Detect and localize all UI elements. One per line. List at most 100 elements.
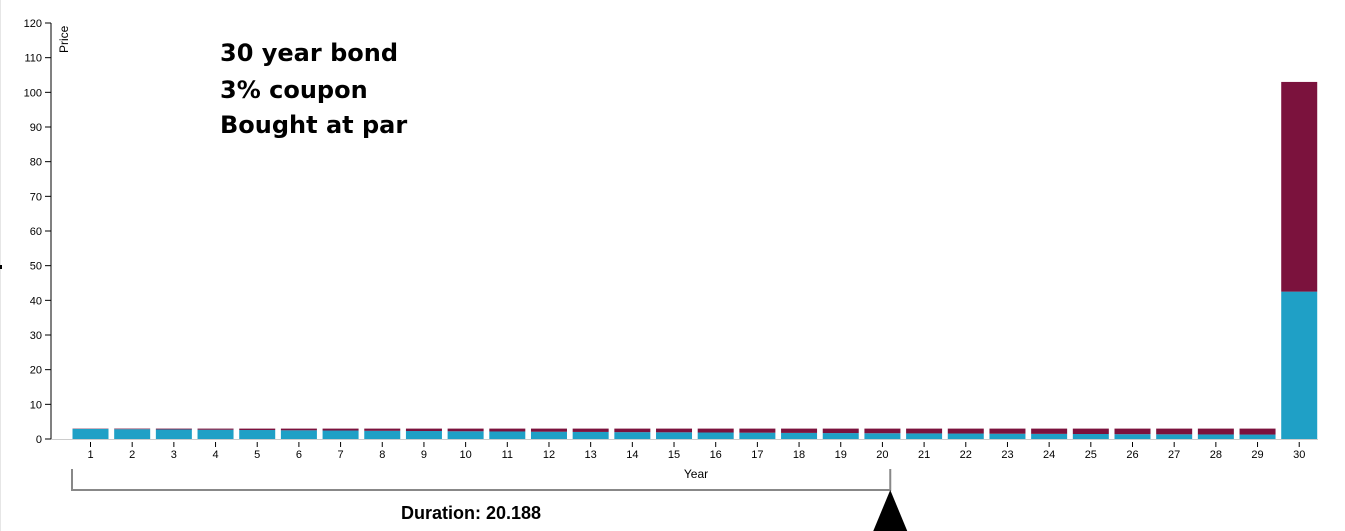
bar-segment-upper (530, 428, 567, 432)
x-tick-label: 17 (751, 449, 763, 461)
x-tick-label: 14 (626, 449, 638, 461)
y-tick-label: 70 (30, 191, 42, 203)
bar-segment-upper (322, 428, 359, 431)
left-edge-tick (0, 265, 2, 269)
y-tick-label: 90 (30, 122, 42, 134)
y-tick-label: 0 (36, 434, 42, 446)
y-tick-label: 110 (24, 53, 42, 65)
annotation-line-1: 30 year bond (220, 39, 398, 67)
bar-segment-upper (364, 428, 401, 431)
x-tick-label: 2 (129, 449, 135, 461)
bar-segment-lower (239, 430, 276, 439)
bar-segment-lower (1031, 433, 1068, 439)
duration-indicator: Duration: 20.188 (71, 469, 908, 531)
x-tick-label: 19 (835, 449, 847, 461)
x-tick-label: 7 (338, 449, 344, 461)
x-tick-label: 30 (1293, 449, 1305, 461)
bar-segment-lower (614, 432, 651, 439)
y-tick-label: 30 (30, 330, 42, 342)
bar-segment-upper (822, 428, 859, 434)
bar-segment-lower (656, 432, 693, 439)
bar-segment-upper (197, 428, 234, 430)
bar-segment-upper (1114, 428, 1151, 435)
x-tick-label: 6 (296, 449, 302, 461)
x-tick-label: 12 (543, 449, 555, 461)
x-tick-label: 8 (379, 449, 385, 461)
y-tick-label: 10 (30, 399, 42, 411)
y-axis-title: Price (57, 25, 71, 53)
bar-segment-lower (1197, 434, 1234, 439)
x-axis: 1 2 3 4 5 6 7 8 9 10 11 12 13 14 15 16 17 18 19 20 21 22 23 24 2… (51, 439, 1318, 461)
x-tick-label: 1 (87, 449, 93, 461)
x-axis-title: Year (684, 467, 708, 481)
bar-segment-lower (322, 430, 359, 439)
bar-segment-lower (114, 429, 151, 439)
bar-segment-upper (947, 428, 984, 434)
annotation-line-2: 3% coupon (220, 76, 368, 104)
bar-segment-upper (280, 428, 317, 431)
bar-segment-upper (614, 428, 651, 433)
bar-segment-upper (155, 428, 192, 430)
y-tick-label: 40 (30, 295, 42, 307)
y-tick-label: 50 (30, 261, 42, 273)
x-tick-label: 26 (1126, 449, 1138, 461)
bar-segment-lower (447, 431, 484, 439)
x-tick-label: 27 (1168, 449, 1180, 461)
bar-segment-lower (739, 432, 776, 439)
bar-segment-upper (1239, 428, 1276, 435)
bar-segment-upper (697, 428, 734, 433)
y-tick-label: 80 (30, 157, 42, 169)
bar-segment-upper (989, 428, 1026, 434)
duration-label: Duration: 20.188 (401, 503, 541, 523)
bar-segment-lower (489, 431, 526, 439)
bar-segment-lower (697, 432, 734, 439)
bar-segment-lower (906, 433, 943, 439)
bar-segment-upper (239, 428, 276, 431)
bar-segment-upper (1156, 428, 1193, 435)
x-tick-label: 9 (421, 449, 427, 461)
x-tick-label: 13 (585, 449, 597, 461)
x-tick-label: 15 (668, 449, 680, 461)
x-tick-label: 28 (1210, 449, 1222, 461)
y-tick-label: 20 (30, 365, 42, 377)
bar-segment-lower (864, 433, 901, 439)
y-tick-label: 100 (24, 87, 42, 99)
y-tick-label: 60 (30, 226, 42, 238)
bar-segment-upper (1031, 428, 1068, 434)
bar-segment-lower (1072, 434, 1109, 439)
bar-segment-upper (114, 428, 151, 430)
bar-segment-lower (72, 428, 109, 439)
x-tick-label: 25 (1085, 449, 1097, 461)
x-tick-label: 16 (710, 449, 722, 461)
bar-segment-upper (489, 428, 526, 432)
x-tick-label: 10 (459, 449, 471, 461)
bar-segment-upper (405, 428, 442, 432)
bar-segment-lower (1114, 434, 1151, 439)
bar-segment-upper (781, 428, 818, 433)
bar-segment-lower (822, 433, 859, 439)
x-tick-label: 20 (876, 449, 888, 461)
y-tick-label: 120 (24, 18, 42, 30)
bar-segment-upper (447, 428, 484, 432)
bar-segment-upper (572, 428, 609, 432)
bars (72, 81, 1318, 439)
bar-segment-lower (572, 431, 609, 439)
duration-fulcrum-triangle (873, 490, 908, 531)
x-tick-label: 24 (1043, 449, 1055, 461)
x-tick-label: 4 (212, 449, 218, 461)
bar-segment-upper (1281, 81, 1318, 292)
bar-segment-lower (989, 433, 1026, 439)
bar-segment-lower (405, 431, 442, 439)
x-tick-label: 3 (171, 449, 177, 461)
bar-segment-lower (1239, 434, 1276, 439)
x-tick-label: 29 (1251, 449, 1263, 461)
x-tick-label: 21 (918, 449, 930, 461)
bar-segment-lower (280, 430, 317, 439)
bar-segment-lower (364, 430, 401, 439)
bar-segment-lower (1281, 291, 1318, 439)
chart-annotation: 30 year bond 3% coupon Bought at par (220, 39, 407, 139)
x-tick-label: 23 (1001, 449, 1013, 461)
bar-segment-upper (1072, 428, 1109, 435)
bar-segment-lower (530, 431, 567, 439)
